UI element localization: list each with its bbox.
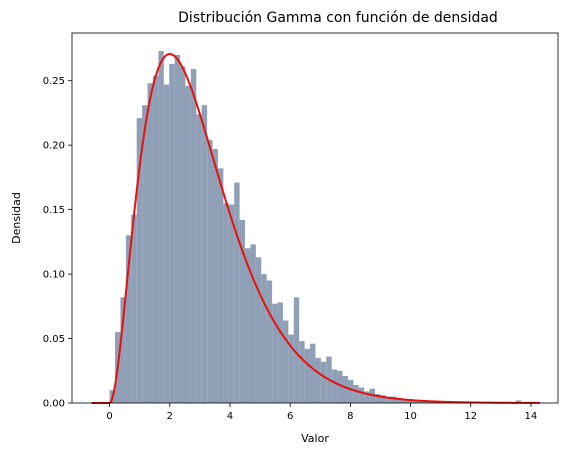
histogram-bar (169, 63, 175, 403)
x-tick-label: 8 (347, 411, 353, 422)
histogram-bar (212, 149, 218, 403)
histogram-bar (277, 302, 283, 403)
histogram-bar (272, 303, 278, 403)
y-tick-label: 0.20 (43, 141, 65, 152)
x-axis-ticks: 0 2 4 6 8 10 12 14 (106, 403, 537, 422)
histogram-bar (515, 400, 522, 403)
histogram-bar (120, 297, 126, 403)
histogram-bar (234, 182, 240, 403)
y-axis-label: Densidad (10, 192, 23, 244)
histogram-bar (358, 387, 365, 403)
x-tick-label: 2 (167, 411, 173, 422)
histogram-bar (364, 391, 370, 403)
x-axis-label: Valor (301, 432, 329, 445)
histogram-bar (185, 85, 191, 403)
histogram-bar (147, 83, 153, 403)
histogram-bar (201, 105, 208, 403)
x-tick-label: 12 (464, 411, 477, 422)
histogram-bar (228, 204, 235, 403)
histogram-bar (142, 105, 148, 403)
histogram-bar (158, 51, 164, 404)
density-curve (91, 53, 540, 404)
y-tick-label: 0.25 (43, 76, 65, 87)
histogram-bar (407, 399, 413, 403)
histogram-bar (180, 66, 186, 403)
histogram-bar (282, 320, 289, 403)
x-tick-label: 10 (404, 411, 417, 422)
histogram-bar (266, 280, 273, 403)
histogram-bar (310, 343, 316, 403)
histogram-bar (320, 361, 327, 403)
histogram-bar (347, 379, 354, 403)
histogram-bar (136, 118, 143, 404)
chart-title: Distribución Gamma con función de densid… (178, 10, 498, 26)
histogram-bar (163, 84, 170, 404)
x-tick-label: 4 (227, 411, 233, 422)
histogram-bar (429, 401, 435, 403)
histogram-bar (207, 140, 213, 403)
histogram-bar (385, 396, 392, 403)
histogram-bar (250, 244, 256, 403)
histogram-bar (396, 397, 403, 403)
y-tick-label: 0.05 (43, 334, 65, 345)
histogram-bars (109, 51, 522, 404)
histogram-bar (245, 248, 251, 403)
histogram-bar (342, 375, 348, 403)
histogram-bar (174, 54, 181, 403)
histogram-bar (293, 297, 300, 403)
x-tick-label: 14 (525, 411, 538, 422)
histogram-bar (412, 400, 419, 403)
histogram-bar (261, 274, 267, 403)
histogram-bar (255, 257, 262, 403)
histogram-bar (299, 341, 305, 403)
histogram-bar (380, 395, 386, 403)
histogram-bar (152, 75, 159, 404)
y-tick-label: 0.00 (43, 399, 65, 410)
y-tick-label: 0.15 (43, 205, 65, 216)
histogram-bar (223, 203, 229, 403)
plot-frame (71, 32, 559, 404)
histogram-bar (391, 396, 397, 403)
histogram-bar (131, 214, 137, 403)
histogram-bar (288, 334, 294, 403)
x-tick-label: 0 (106, 411, 112, 422)
histogram-bar (190, 69, 197, 403)
histogram-bar (217, 168, 224, 403)
histogram-bar (375, 393, 381, 403)
histogram-bar (304, 348, 311, 403)
histogram-bar (125, 235, 132, 403)
histogram-bar (331, 369, 338, 403)
histogram-bar (239, 219, 246, 403)
histogram-bar (337, 370, 343, 403)
y-tick-label: 0.10 (43, 270, 65, 281)
histogram-bar (315, 357, 321, 403)
y-axis-ticks: 0.00 0.05 0.10 0.15 0.20 0.25 (43, 76, 72, 410)
histogram-bar (353, 384, 359, 403)
density-curve-layer (91, 53, 540, 404)
histogram-bar (402, 399, 408, 403)
x-tick-label: 6 (287, 411, 293, 422)
histogram-bar (196, 114, 202, 403)
